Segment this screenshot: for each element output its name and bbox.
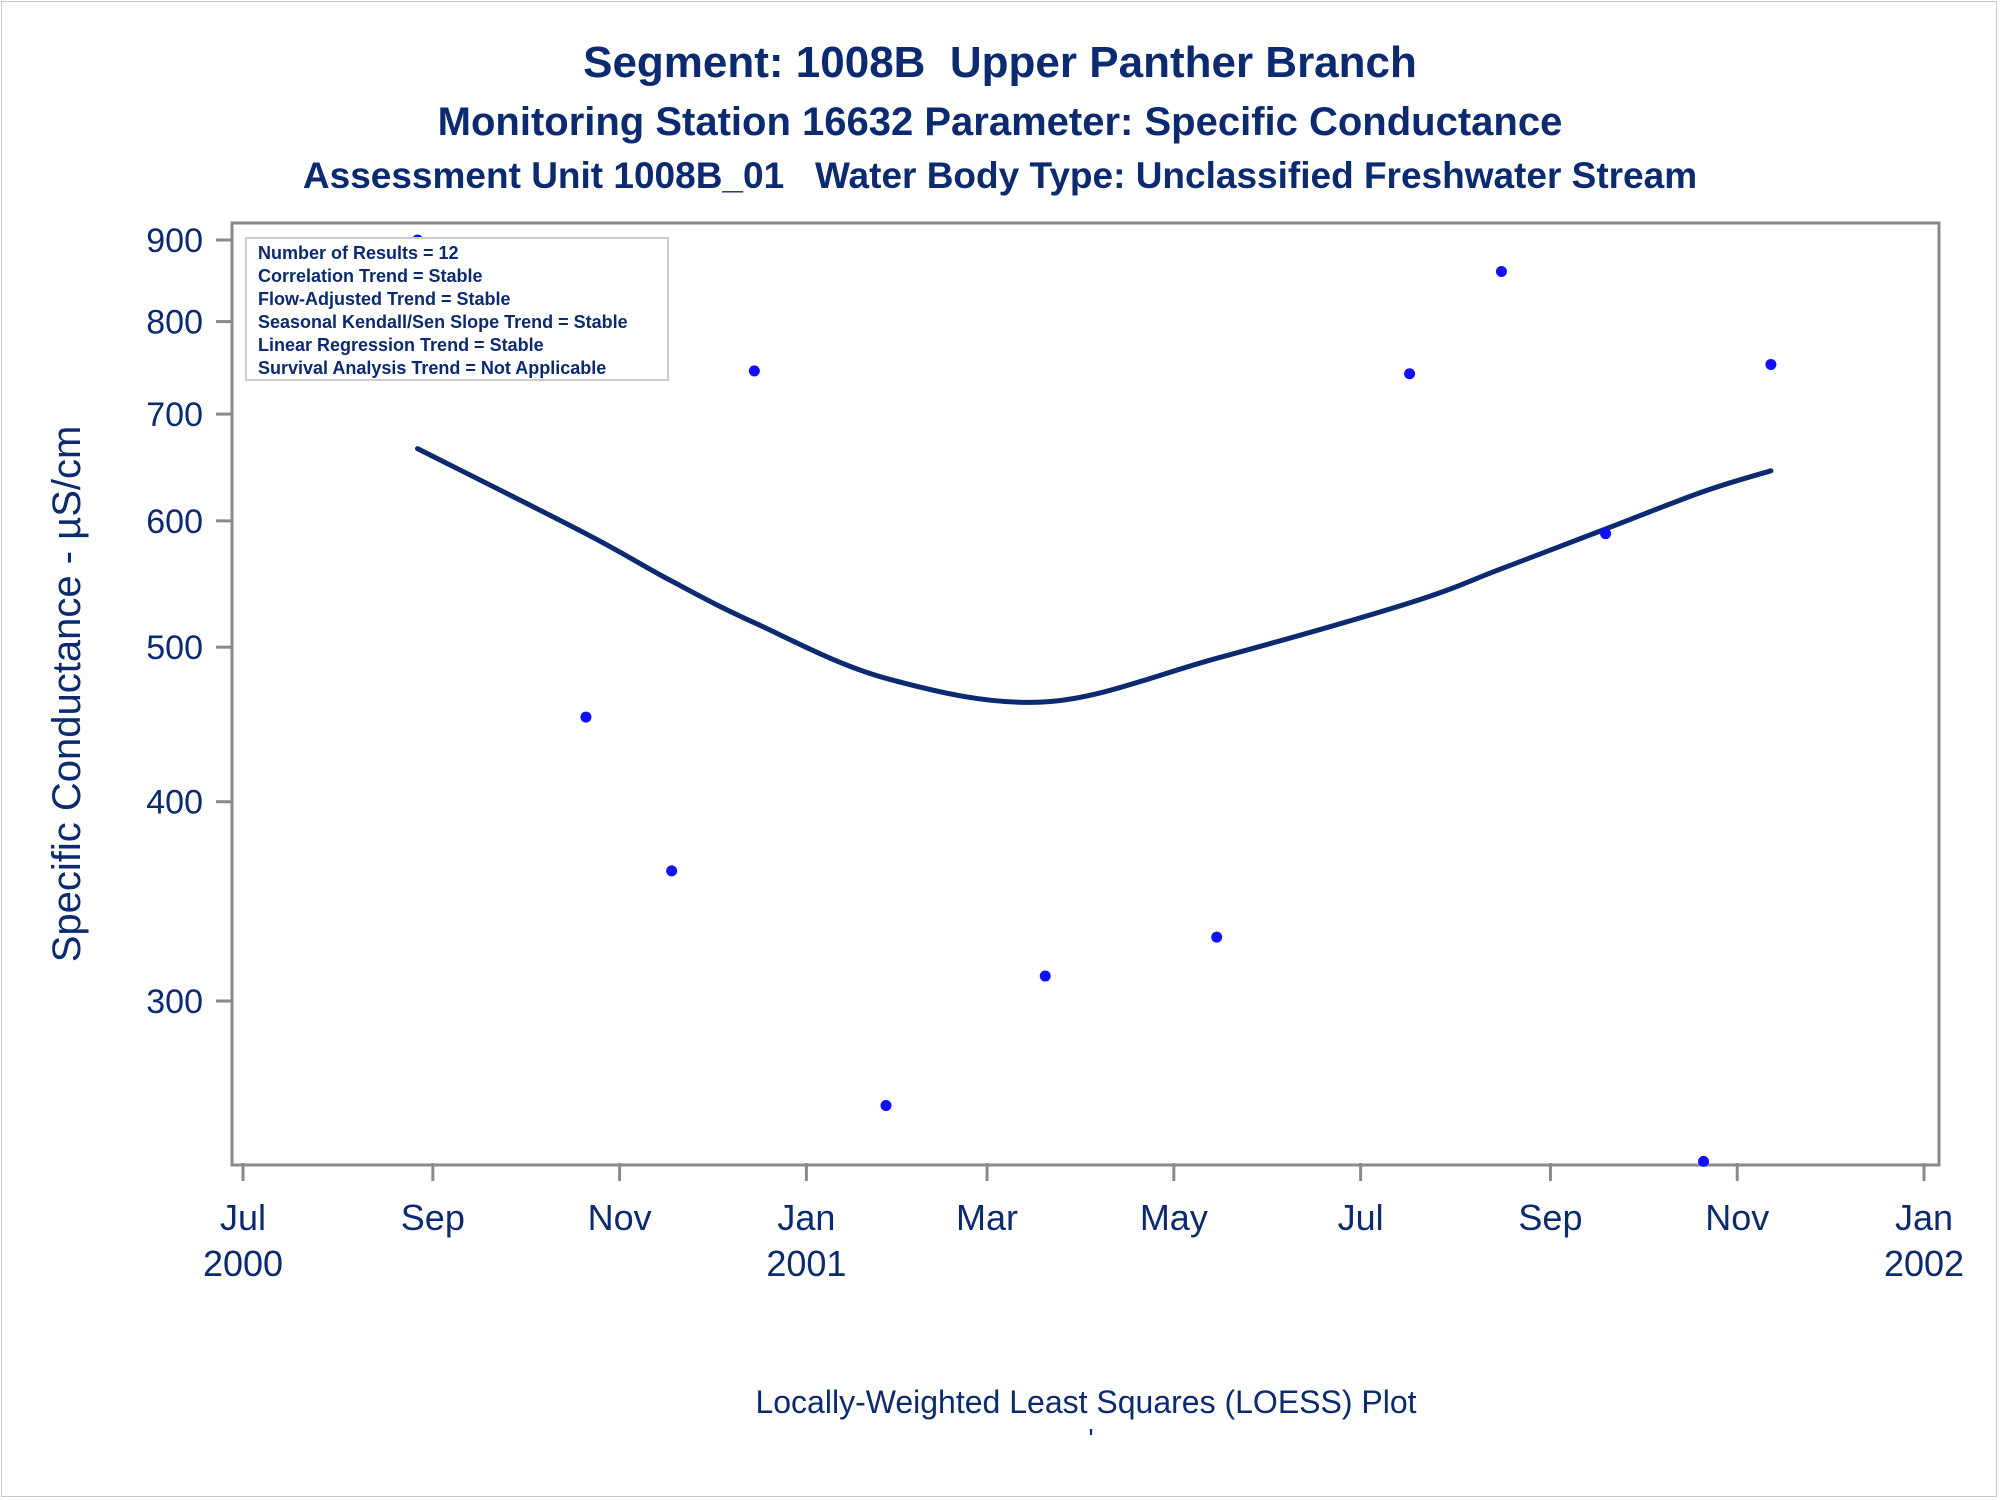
loess-line	[415, 446, 1774, 705]
chart-subtitle-assessment: Assessment Unit 1008B_01 Water Body Type…	[302, 155, 1698, 196]
y-tick-label: 600	[146, 503, 203, 541]
stats-line-survival: Survival Analysis Trend = Not Applicable	[258, 358, 606, 378]
data-point	[1495, 265, 1507, 277]
stats-box: Number of Results = 12 Correlation Trend…	[245, 237, 669, 381]
x-tick-year-label: 2000	[203, 1243, 283, 1284]
x-tick-label: Jul	[1338, 1197, 1384, 1238]
data-point	[580, 711, 592, 723]
x-tick-label: Nov	[588, 1197, 652, 1238]
x-tick-label: Jul	[220, 1197, 266, 1238]
x-tick-year-label: 2002	[1884, 1243, 1964, 1284]
data-point	[666, 865, 678, 877]
y-axis-label: Specific Conductance - µS/cm	[45, 426, 89, 963]
data-point	[748, 365, 760, 377]
y-tick-label: 300	[146, 983, 203, 1021]
data-point	[1765, 358, 1777, 370]
footnote-mark: '	[1088, 1423, 1093, 1454]
x-tick-label: Sep	[1518, 1197, 1582, 1238]
y-tick-label: 700	[146, 396, 203, 434]
x-tick-label: Mar	[956, 1197, 1018, 1238]
x-tick-label: Nov	[1705, 1197, 1769, 1238]
plot-area	[230, 221, 1941, 1167]
x-tick-label: May	[1140, 1197, 1208, 1238]
x-tick-label: Jan	[1895, 1197, 1953, 1238]
y-tick-label: 900	[146, 222, 203, 260]
stats-box-border	[245, 237, 669, 381]
y-tick-label: 500	[146, 629, 203, 667]
data-point	[1039, 970, 1051, 982]
data-point	[1600, 528, 1612, 540]
data-point	[1698, 1155, 1710, 1167]
y-axis: 300 400 500 600 700 800 900	[146, 222, 232, 1021]
data-point	[880, 1099, 892, 1111]
data-point	[1211, 931, 1223, 943]
loess-layer	[415, 446, 1774, 705]
points-layer	[412, 234, 1777, 1167]
footnote-text: Locally-Weighted Least Squares (LOESS) P…	[755, 1384, 1416, 1420]
stats-line-flow-adjusted: Flow-Adjusted Trend = Stable	[258, 289, 511, 309]
stats-line-linear-regression: Linear Regression Trend = Stable	[258, 335, 544, 355]
stats-line-results: Number of Results = 12	[258, 243, 459, 263]
chart-title: Segment: 1008B Upper Panther Branch	[583, 38, 1417, 87]
stats-line-correlation: Correlation Trend = Stable	[258, 266, 483, 286]
y-tick-label: 400	[146, 784, 203, 822]
y-tick-label: 800	[146, 304, 203, 342]
x-tick-label: Jan	[777, 1197, 835, 1238]
chart-subtitle-station: Monitoring Station 16632 Parameter: Spec…	[437, 100, 1563, 144]
x-tick-year-label: 2001	[766, 1243, 846, 1284]
x-tick-label: Sep	[401, 1197, 465, 1238]
x-axis: Jul 2000 Sep Nov Jan 2001 Mar May Jul Sep Nov Jan 20…	[203, 1163, 1964, 1284]
stats-line-seasonal-kendall: Seasonal Kendall/Sen Slope Trend = Stabl…	[258, 312, 628, 332]
data-point	[1404, 368, 1416, 380]
